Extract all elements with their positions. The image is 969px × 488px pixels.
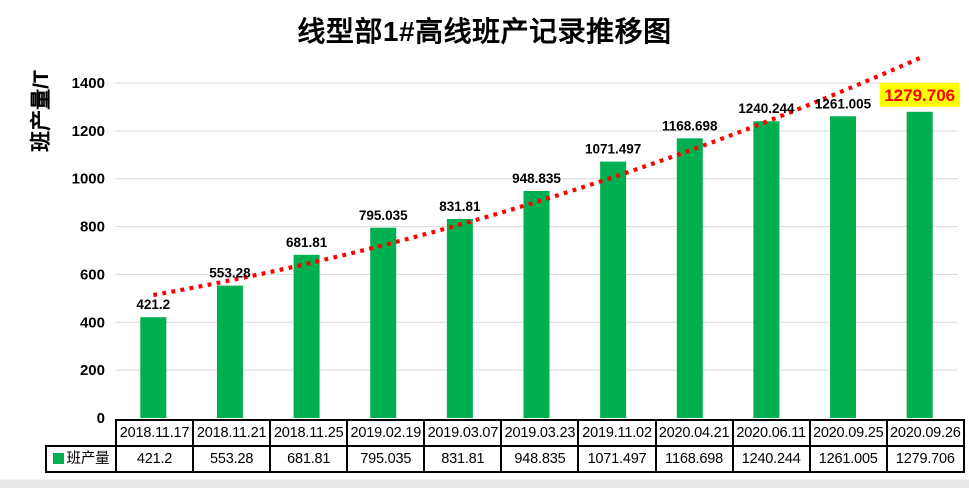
legend-swatch-icon: [52, 453, 64, 464]
bar: [906, 111, 933, 418]
date-header-cell: 2020.09.26: [885, 419, 965, 447]
data-label: 421.2: [136, 297, 170, 312]
y-tick-label: 600: [80, 266, 105, 283]
date-header-cell: 2019.11.02: [577, 419, 657, 447]
date-header-cell: 2020.04.21: [654, 419, 734, 447]
bar: [140, 317, 167, 418]
date-header-cell: 2019.03.07: [423, 419, 503, 447]
bar: [370, 227, 397, 418]
bar: [600, 161, 627, 418]
legend-label: 班产量: [66, 451, 110, 467]
data-label: 553.28: [209, 266, 251, 281]
data-label: 1261.005: [815, 96, 872, 111]
bar: [753, 121, 780, 418]
bar: [216, 285, 243, 418]
value-cell: 681.81: [269, 445, 349, 473]
value-cell: 421.2: [114, 445, 195, 473]
data-label: 1168.698: [662, 118, 718, 133]
data-table: 2018.11.17 2018.11.21 2018.11.25 2019.02.19…: [45, 419, 965, 473]
value-cell: 1261.005: [808, 445, 888, 473]
data-label: 681.81: [286, 235, 328, 250]
data-label: 948.835: [512, 171, 561, 186]
trendline: [152, 56, 921, 298]
chart-title: 线型部1#高线班产记录推移图: [297, 16, 672, 47]
legend-cell: 班产量: [45, 445, 117, 473]
bar: [446, 218, 473, 418]
bar: [523, 190, 550, 418]
value-cell: 948.835: [500, 445, 580, 473]
date-header-cell: 2018.11.17: [114, 419, 195, 447]
y-tick-label: 200: [80, 362, 105, 379]
value-cell: 553.28: [192, 445, 272, 473]
y-tick-label: 0: [97, 410, 105, 427]
y-tick-label: 400: [80, 314, 105, 331]
bar: [676, 138, 703, 418]
value-cell: 1168.698: [654, 445, 734, 473]
date-header-cell: 2020.06.11: [731, 419, 811, 447]
value-cell: 831.81: [423, 445, 503, 473]
window-edge-strip: [0, 479, 969, 488]
date-header-cell: 2018.11.21: [192, 419, 272, 447]
y-tick-label: 1200: [72, 123, 105, 140]
highlight-label-box: [879, 82, 960, 107]
data-label: 795.035: [359, 208, 408, 223]
y-tick-label: 800: [80, 219, 105, 236]
date-header-cell: 2019.03.23: [500, 419, 580, 447]
date-header-row: 2018.11.17 2018.11.21 2018.11.25 2019.02.19…: [46, 419, 965, 447]
value-cell: 795.035: [346, 445, 426, 473]
value-cell: 1071.497: [577, 445, 657, 473]
data-label: 831.81: [439, 199, 481, 214]
value-cell: 1279.706: [885, 445, 965, 473]
value-cell: 1240.244: [731, 445, 811, 473]
date-header-cell: 2018.11.25: [269, 419, 349, 447]
date-header-cell: 2020.09.25: [808, 419, 888, 447]
bar: [830, 116, 857, 418]
value-row: 班产量 421.2 553.28 681.81 795.035 831.81 948.835…: [45, 445, 965, 473]
table-spacer-cell: [46, 420, 116, 446]
data-label: 1071.497: [585, 142, 641, 157]
y-tick-label: 1000: [72, 171, 105, 188]
y-tick-label: 1400: [72, 75, 105, 92]
data-label: 1240.244: [738, 101, 795, 116]
data-label-highlighted: 1279.706: [884, 86, 955, 105]
bar: [293, 254, 320, 418]
date-header-cell: 2019.02.19: [346, 419, 426, 447]
